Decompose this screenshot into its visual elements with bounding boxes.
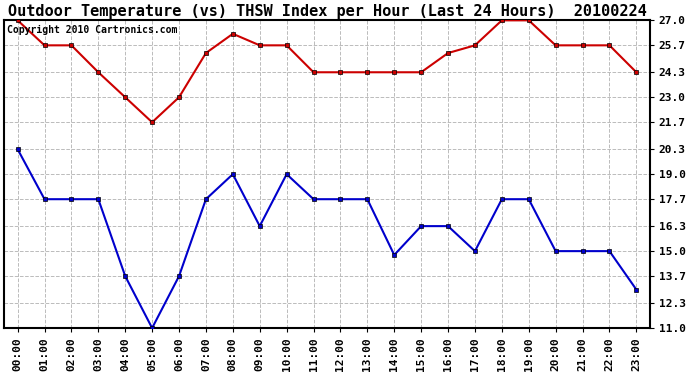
Text: Copyright 2010 Cartronics.com: Copyright 2010 Cartronics.com (8, 25, 178, 35)
Title: Outdoor Temperature (vs) THSW Index per Hour (Last 24 Hours)  20100224: Outdoor Temperature (vs) THSW Index per … (8, 4, 647, 19)
